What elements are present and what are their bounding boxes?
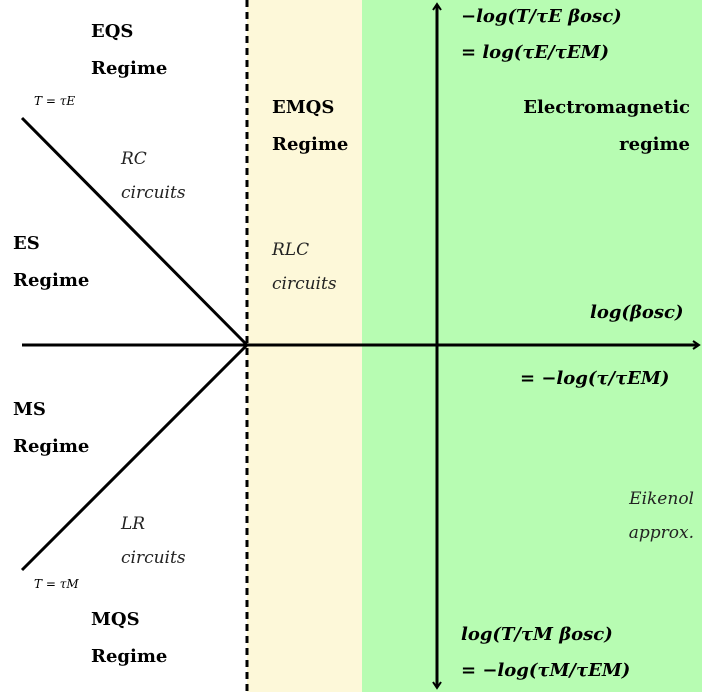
eikonal-label-line2: approx.: [628, 523, 694, 543]
y-axis-top-label-equality: = log(τE/τEM): [461, 42, 609, 63]
es-label-line2: Regime: [13, 270, 90, 291]
x-axis-label-equality: = −log(τ/τEM): [520, 368, 670, 389]
lr-circuits-label: LR circuits: [121, 507, 186, 575]
lower-boundary-label: T = τM: [34, 577, 79, 591]
rc-circuits-label: RC circuits: [121, 142, 186, 210]
lr-label-line2: circuits: [121, 548, 186, 568]
boundary-line-upper: [20, 116, 249, 347]
y-axis-bottom-label-equality: = −log(τM/τEM): [461, 660, 631, 681]
rc-label-line1: RC: [121, 149, 147, 169]
rc-label-line2: circuits: [121, 183, 186, 203]
rlc-label-line2: circuits: [272, 274, 337, 294]
em-label-line2: regime: [619, 134, 690, 155]
x-axis-label: log(βosc): [590, 302, 684, 323]
eqs-regime-label: EQS Regime: [91, 16, 167, 84]
electromagnetic-regime-label: Electromagnetic regime: [523, 92, 690, 160]
y-axis-bottom-label: log(T/τM βosc): [461, 624, 613, 645]
ms-label-line1: MS: [13, 399, 46, 420]
es-regime-label: ES Regime: [13, 228, 89, 296]
eqs-label-line2: Regime: [91, 58, 168, 79]
rlc-label-line1: RLC: [272, 240, 310, 260]
mqs-label-line2: Regime: [91, 646, 168, 667]
y-axis-top-label: −log(T/τE βosc): [461, 6, 622, 27]
lr-label-line1: LR: [121, 514, 146, 534]
emqs-label-line1: EMQS: [272, 97, 335, 118]
mqs-label-line1: MQS: [91, 609, 140, 630]
ms-label-line2: Regime: [13, 436, 90, 457]
eikonal-approx-label: Eikenol approx.: [629, 482, 694, 550]
em-label-line1: Electromagnetic: [523, 97, 690, 118]
eikonal-label-line1: Eikenol: [629, 489, 694, 509]
emqs-regime-label: EMQS Regime: [272, 92, 348, 160]
boundary-line-lower: [20, 343, 249, 572]
es-label-line1: ES: [13, 233, 40, 254]
upper-boundary-label: T = τE: [34, 94, 76, 108]
ms-regime-label: MS Regime: [13, 394, 89, 462]
emqs-label-line2: Regime: [272, 134, 349, 155]
rlc-circuits-label: RLC circuits: [272, 233, 337, 301]
eqs-label-line1: EQS: [91, 21, 134, 42]
mqs-regime-label: MQS Regime: [91, 604, 167, 672]
